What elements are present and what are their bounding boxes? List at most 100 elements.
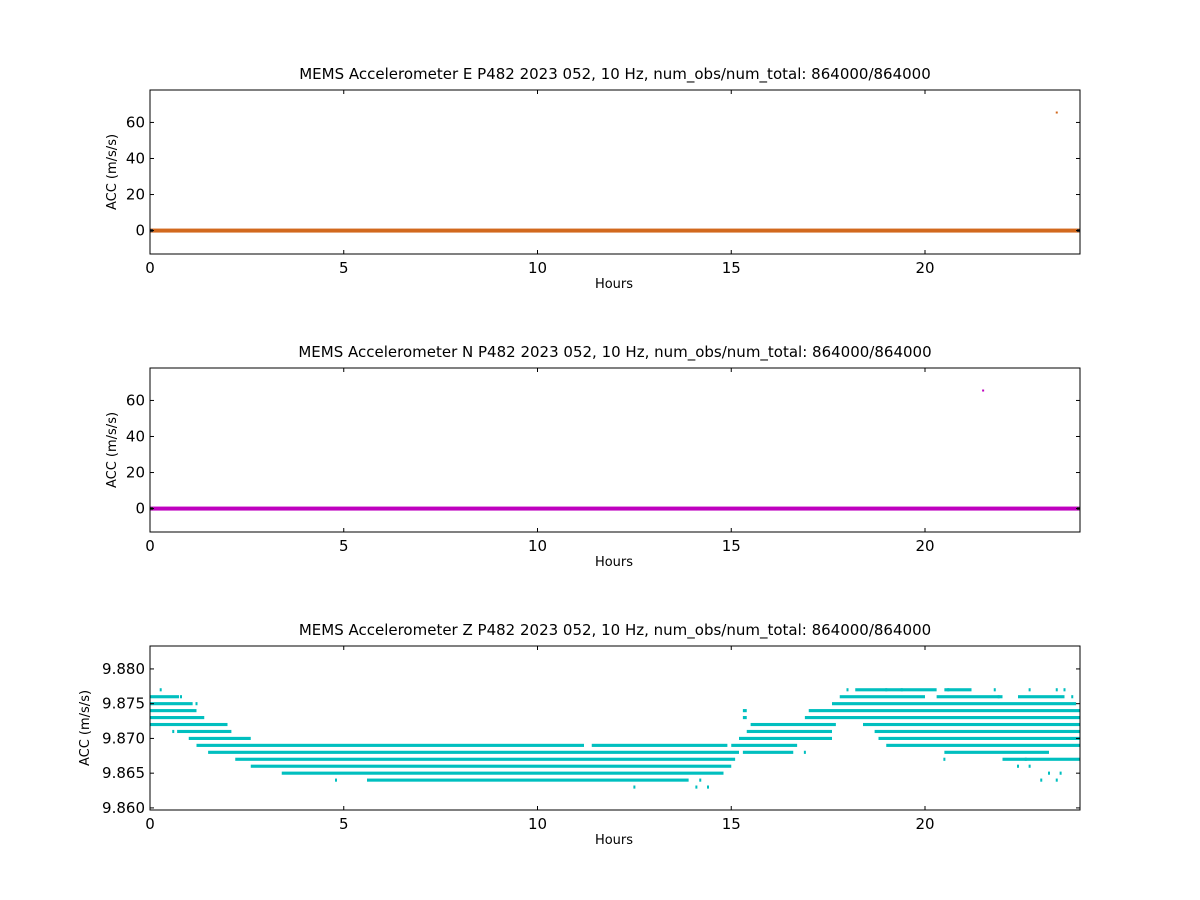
data-level-band bbox=[1018, 695, 1065, 699]
x-tick-label: 0 bbox=[145, 259, 155, 277]
x-tick-label: 5 bbox=[339, 815, 349, 833]
panel-z-y-axis-label: ACC (m/s/s) bbox=[78, 690, 93, 766]
data-point bbox=[195, 702, 198, 706]
data-level-band bbox=[235, 757, 736, 761]
data-point bbox=[993, 688, 996, 692]
panel-n: MEMS Accelerometer N P482 2023 052, 10 H… bbox=[105, 343, 1081, 570]
data-level-band bbox=[150, 709, 197, 713]
data-level-band bbox=[188, 736, 251, 740]
x-tick-label: 0 bbox=[145, 815, 155, 833]
data-point bbox=[699, 778, 702, 782]
data-level-band bbox=[250, 764, 732, 768]
data-baseline-band bbox=[150, 228, 1080, 233]
panel-e-y-axis-label: ACC (m/s/s) bbox=[105, 134, 120, 210]
data-point bbox=[335, 778, 337, 782]
y-tick-label: 9.875 bbox=[102, 695, 145, 713]
panel-z-x-ticks: 0 5 10 15 20 bbox=[145, 646, 935, 833]
data-point bbox=[707, 785, 709, 789]
data-level-band bbox=[731, 743, 798, 747]
panel-n-x-axis-label: Hours bbox=[595, 555, 633, 570]
data-point-outlier bbox=[982, 389, 985, 392]
data-level-band bbox=[159, 688, 162, 692]
data-point bbox=[803, 750, 806, 754]
panel-e-title: MEMS Accelerometer E P482 2023 052, 10 H… bbox=[299, 65, 931, 84]
data-level-band bbox=[742, 750, 794, 754]
panel-e-x-axis-label: Hours bbox=[595, 277, 633, 292]
data-level-band bbox=[874, 729, 1080, 734]
panel-n-y-axis-label: ACC (m/s/s) bbox=[105, 412, 120, 488]
data-point bbox=[172, 729, 175, 734]
x-tick-label: 20 bbox=[915, 259, 934, 277]
y-tick-label: 0 bbox=[135, 500, 145, 518]
data-point bbox=[947, 688, 950, 692]
data-level-band bbox=[367, 778, 689, 782]
data-level-band bbox=[1002, 757, 1080, 761]
panel-n-axes-frame bbox=[149, 367, 1081, 533]
x-tick-label: 20 bbox=[915, 537, 934, 555]
y-tick-label: 9.865 bbox=[102, 764, 145, 782]
y-tick-label: 60 bbox=[126, 391, 145, 409]
data-level-band bbox=[150, 722, 228, 727]
data-level-band bbox=[208, 750, 739, 754]
data-point bbox=[1059, 771, 1062, 775]
x-tick-label: 10 bbox=[528, 537, 547, 555]
panel-z-axes-frame bbox=[149, 645, 1081, 811]
data-level-band bbox=[863, 722, 1080, 727]
data-point bbox=[633, 785, 636, 789]
data-level-band bbox=[839, 695, 925, 699]
y-tick-label: 40 bbox=[126, 427, 145, 445]
data-point bbox=[900, 688, 903, 692]
data-level-band bbox=[944, 688, 972, 692]
data-level-band bbox=[832, 702, 1077, 706]
y-tick-label: 40 bbox=[126, 149, 145, 167]
data-point bbox=[943, 757, 946, 761]
data-level-band bbox=[196, 743, 584, 747]
data-level-band bbox=[281, 771, 724, 775]
data-level-band bbox=[808, 709, 1080, 713]
data-level-band bbox=[886, 743, 1080, 747]
data-baseline-band bbox=[150, 506, 1080, 511]
x-tick-label: 15 bbox=[722, 259, 741, 277]
panel-n-x-ticks: 0 5 10 15 20 bbox=[145, 368, 935, 555]
data-level-band bbox=[944, 750, 1049, 754]
data-level-band bbox=[591, 743, 728, 747]
panel-z: MEMS Accelerometer Z P482 2023 052, 10 H… bbox=[78, 621, 1081, 848]
x-tick-label: 15 bbox=[722, 815, 741, 833]
data-point bbox=[1055, 688, 1058, 692]
data-point bbox=[885, 688, 888, 692]
data-point bbox=[1071, 695, 1074, 699]
data-point bbox=[846, 688, 849, 692]
data-level-band bbox=[177, 729, 232, 734]
panel-e-y-ticks: 0 20 40 60 bbox=[126, 113, 1080, 240]
data-level-band bbox=[739, 736, 832, 740]
data-point bbox=[1017, 764, 1019, 768]
data-level-band bbox=[878, 736, 1080, 740]
y-tick-label: 9.870 bbox=[102, 729, 145, 747]
panel-e-x-ticks: 0 5 10 15 20 bbox=[145, 90, 935, 277]
data-point bbox=[695, 785, 698, 789]
data-level-band bbox=[855, 688, 937, 692]
y-tick-label: 20 bbox=[126, 186, 145, 204]
panel-e: MEMS Accelerometer E P482 2023 052, 10 H… bbox=[105, 65, 1081, 292]
panel-e-axes-frame bbox=[149, 89, 1081, 255]
data-level-band bbox=[742, 709, 747, 713]
data-point bbox=[1040, 778, 1043, 782]
data-point bbox=[1063, 688, 1066, 692]
x-tick-label: 0 bbox=[145, 537, 155, 555]
data-point bbox=[997, 695, 1000, 699]
y-tick-label: 9.880 bbox=[102, 660, 145, 678]
panel-z-title: MEMS Accelerometer Z P482 2023 052, 10 H… bbox=[299, 621, 931, 640]
panel-n-title: MEMS Accelerometer N P482 2023 052, 10 H… bbox=[298, 343, 931, 362]
x-tick-label: 10 bbox=[528, 259, 547, 277]
panel-z-data-series bbox=[150, 688, 1080, 789]
y-tick-label: 9.860 bbox=[102, 799, 145, 817]
data-level-band bbox=[150, 702, 193, 706]
data-level-band bbox=[150, 716, 205, 720]
panel-z-x-axis-label: Hours bbox=[595, 833, 633, 848]
x-tick-label: 5 bbox=[339, 537, 349, 555]
x-tick-label: 15 bbox=[722, 537, 741, 555]
panel-z-y-ticks: 9.860 9.865 9.870 9.875 9.880 bbox=[102, 660, 1080, 817]
data-point bbox=[1028, 688, 1031, 692]
x-tick-label: 10 bbox=[528, 815, 547, 833]
data-level-band bbox=[936, 695, 1003, 699]
